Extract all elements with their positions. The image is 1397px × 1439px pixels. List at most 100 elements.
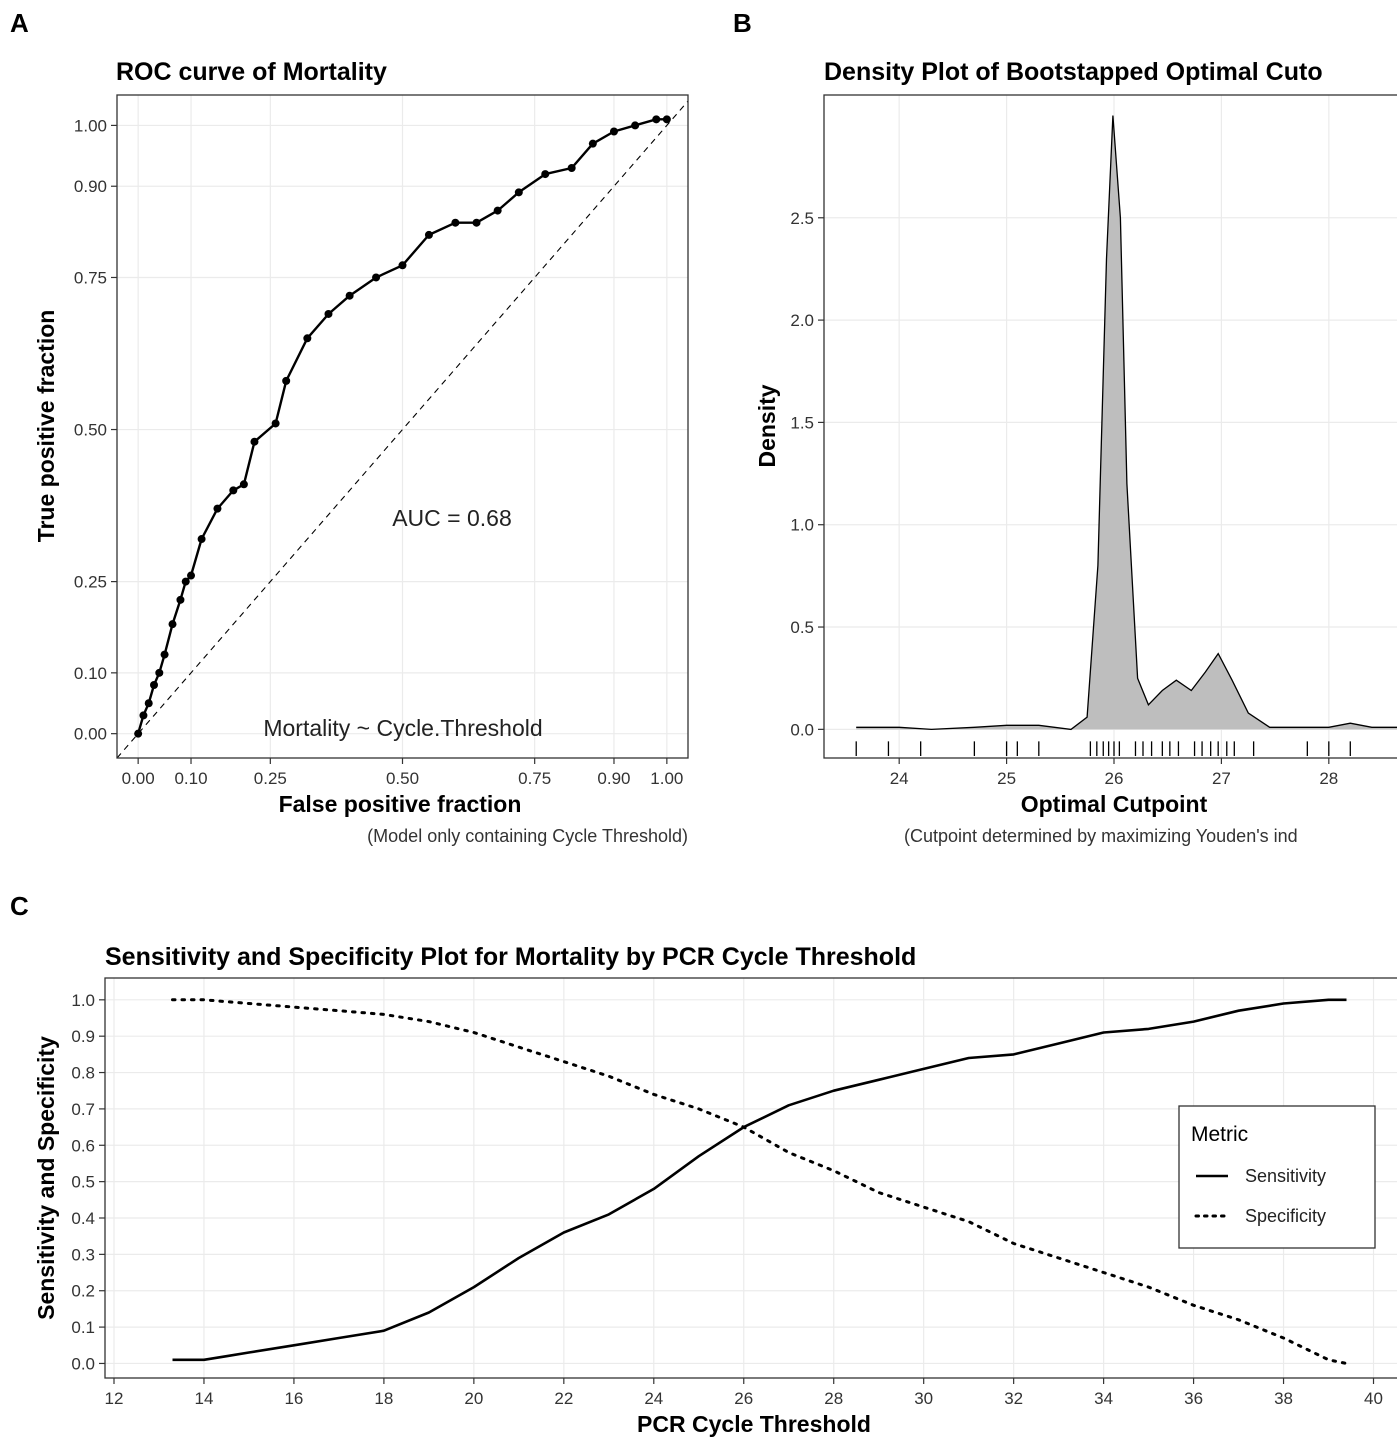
roc-y-tick-label: 1.00 (74, 116, 107, 135)
roc-point (271, 419, 280, 428)
sens-spec-plot-area (171, 998, 1348, 1365)
sens-spec-x-tick-label: 36 (1184, 1389, 1203, 1408)
sens-spec-y-tick-label: 0.6 (71, 1136, 95, 1155)
density-y-tick-label: 2.0 (790, 311, 814, 330)
sens-spec-x-axis-title: PCR Cycle Threshold (637, 1411, 871, 1437)
sens-spec-y-tick-label: 0.5 (71, 1173, 95, 1192)
roc-x-tick-label: 0.10 (174, 769, 207, 788)
sensitivity-line (172, 998, 1347, 1362)
sens-spec-y-axis-title: Sensitivity and Specificity (33, 1036, 59, 1320)
roc-x-tick-label: 0.90 (597, 769, 630, 788)
roc-point (493, 206, 502, 215)
roc-point (187, 571, 196, 580)
roc-x-tick-label: 0.00 (122, 769, 155, 788)
density-y-tick-label: 0.5 (790, 618, 814, 637)
legend-label-sensitivity: Sensitivity (1245, 1166, 1326, 1186)
sens-spec-y-ticks: 0.0 0.1 0.2 0.3 0.4 0.5 0.6 0.7 0.8 0.9 1.0 (71, 991, 105, 1373)
roc-y-tick-label: 0.75 (74, 268, 107, 287)
density-x-tick-label: 27 (1212, 769, 1231, 788)
auc-label: AUC = 0.68 (392, 505, 512, 531)
density-curve (856, 115, 1397, 731)
roc-point (631, 121, 640, 130)
sens-spec-x-tick-label: 24 (644, 1389, 663, 1408)
roc-reference-diagonal (116, 100, 689, 759)
roc-point (652, 115, 661, 124)
roc-point (514, 188, 523, 197)
sens-spec-y-tick-label: 1.0 (71, 991, 95, 1010)
density-y-tick-label: 2.5 (790, 209, 814, 228)
roc-title: ROC curve of Mortality (116, 58, 387, 86)
sens-spec-x-tick-label: 38 (1274, 1389, 1293, 1408)
density-y-axis-title: Density (754, 384, 780, 467)
sens-spec-y-tick-label: 0.3 (71, 1245, 95, 1264)
roc-point (451, 218, 460, 227)
roc-point (541, 170, 550, 179)
roc-point (662, 115, 671, 124)
sens-spec-panel: Sensitivity and Specificity Plot for Mor… (33, 943, 1397, 1437)
density-y-tick-label: 1.5 (790, 413, 814, 432)
roc-x-tick-label: 0.75 (518, 769, 551, 788)
sens-spec-y-tick-label: 0.2 (71, 1282, 95, 1301)
sens-spec-x-tick-label: 14 (195, 1389, 214, 1408)
sens-spec-y-tick-label: 0.0 (71, 1354, 95, 1373)
roc-point (229, 486, 238, 495)
roc-point (197, 535, 206, 544)
roc-point (160, 650, 169, 659)
roc-point (176, 595, 185, 604)
density-x-ticks: 24 25 26 27 28 (890, 758, 1338, 788)
roc-point (424, 230, 433, 239)
roc-gridlines (117, 95, 688, 758)
roc-point (324, 309, 333, 318)
roc-y-ticks: 0.00 0.10 0.25 0.50 0.75 0.90 1.00 (74, 116, 117, 744)
density-y-ticks: 0.0 0.5 1.0 1.5 2.0 2.5 (790, 209, 824, 739)
sens-spec-x-tick-label: 32 (1004, 1389, 1023, 1408)
density-x-axis-title: Optimal Cutpoint (1021, 791, 1208, 817)
roc-point (144, 699, 153, 708)
density-x-tick-label: 26 (1105, 769, 1124, 788)
roc-point (588, 139, 597, 148)
sens-spec-y-tick-label: 0.4 (71, 1209, 95, 1228)
roc-point (472, 218, 481, 227)
roc-point (134, 729, 143, 738)
roc-y-tick-label: 0.90 (74, 177, 107, 196)
roc-point (609, 127, 618, 136)
panel-letter-c: C (10, 891, 29, 921)
roc-point (303, 334, 312, 343)
density-panel: Density Plot of Bootstapped Optimal Cuto… (754, 58, 1397, 846)
legend-label-specificity: Specificity (1245, 1206, 1326, 1226)
sens-spec-x-tick-label: 34 (1094, 1389, 1113, 1408)
sens-spec-y-tick-label: 0.7 (71, 1100, 95, 1119)
sens-spec-y-tick-label: 0.9 (71, 1027, 95, 1046)
roc-point (372, 273, 381, 282)
panel-letter-b: B (733, 8, 752, 38)
roc-point (398, 261, 407, 270)
roc-point (213, 504, 222, 513)
sens-spec-title: Sensitivity and Specificity Plot for Mor… (105, 943, 916, 971)
roc-plot-area (116, 100, 689, 759)
roc-y-tick-label: 0.50 (74, 421, 107, 440)
roc-point (155, 668, 164, 677)
sens-spec-x-tick-label: 22 (554, 1389, 573, 1408)
sens-spec-x-tick-label: 28 (824, 1389, 843, 1408)
density-x-tick-label: 28 (1319, 769, 1338, 788)
roc-y-tick-label: 0.25 (74, 573, 107, 592)
sens-spec-x-tick-label: 20 (464, 1389, 483, 1408)
roc-point (181, 577, 190, 586)
sens-spec-x-ticks: 12 14 16 18 20 22 24 26 28 30 32 34 36 38 40 (105, 1378, 1383, 1408)
density-title: Density Plot of Bootstapped Optimal Cuto (824, 58, 1323, 86)
roc-point (168, 620, 177, 629)
roc-point (567, 163, 576, 172)
sens-spec-x-tick-label: 30 (914, 1389, 933, 1408)
roc-point (345, 291, 354, 300)
sens-spec-x-tick-label: 26 (734, 1389, 753, 1408)
roc-point (282, 376, 291, 385)
roc-panel: ROC curve of Mortality 0.00 0.10 0.25 0.50 0… (33, 58, 689, 846)
sens-spec-x-tick-label: 12 (105, 1389, 124, 1408)
roc-x-tick-label: 0.25 (254, 769, 287, 788)
density-x-tick-label: 25 (997, 769, 1016, 788)
roc-curve (136, 118, 667, 735)
density-y-tick-label: 1.0 (790, 516, 814, 535)
roc-y-tick-label: 0.10 (74, 664, 107, 683)
density-plot-area (855, 115, 1397, 756)
density-y-tick-label: 0.0 (790, 720, 814, 739)
